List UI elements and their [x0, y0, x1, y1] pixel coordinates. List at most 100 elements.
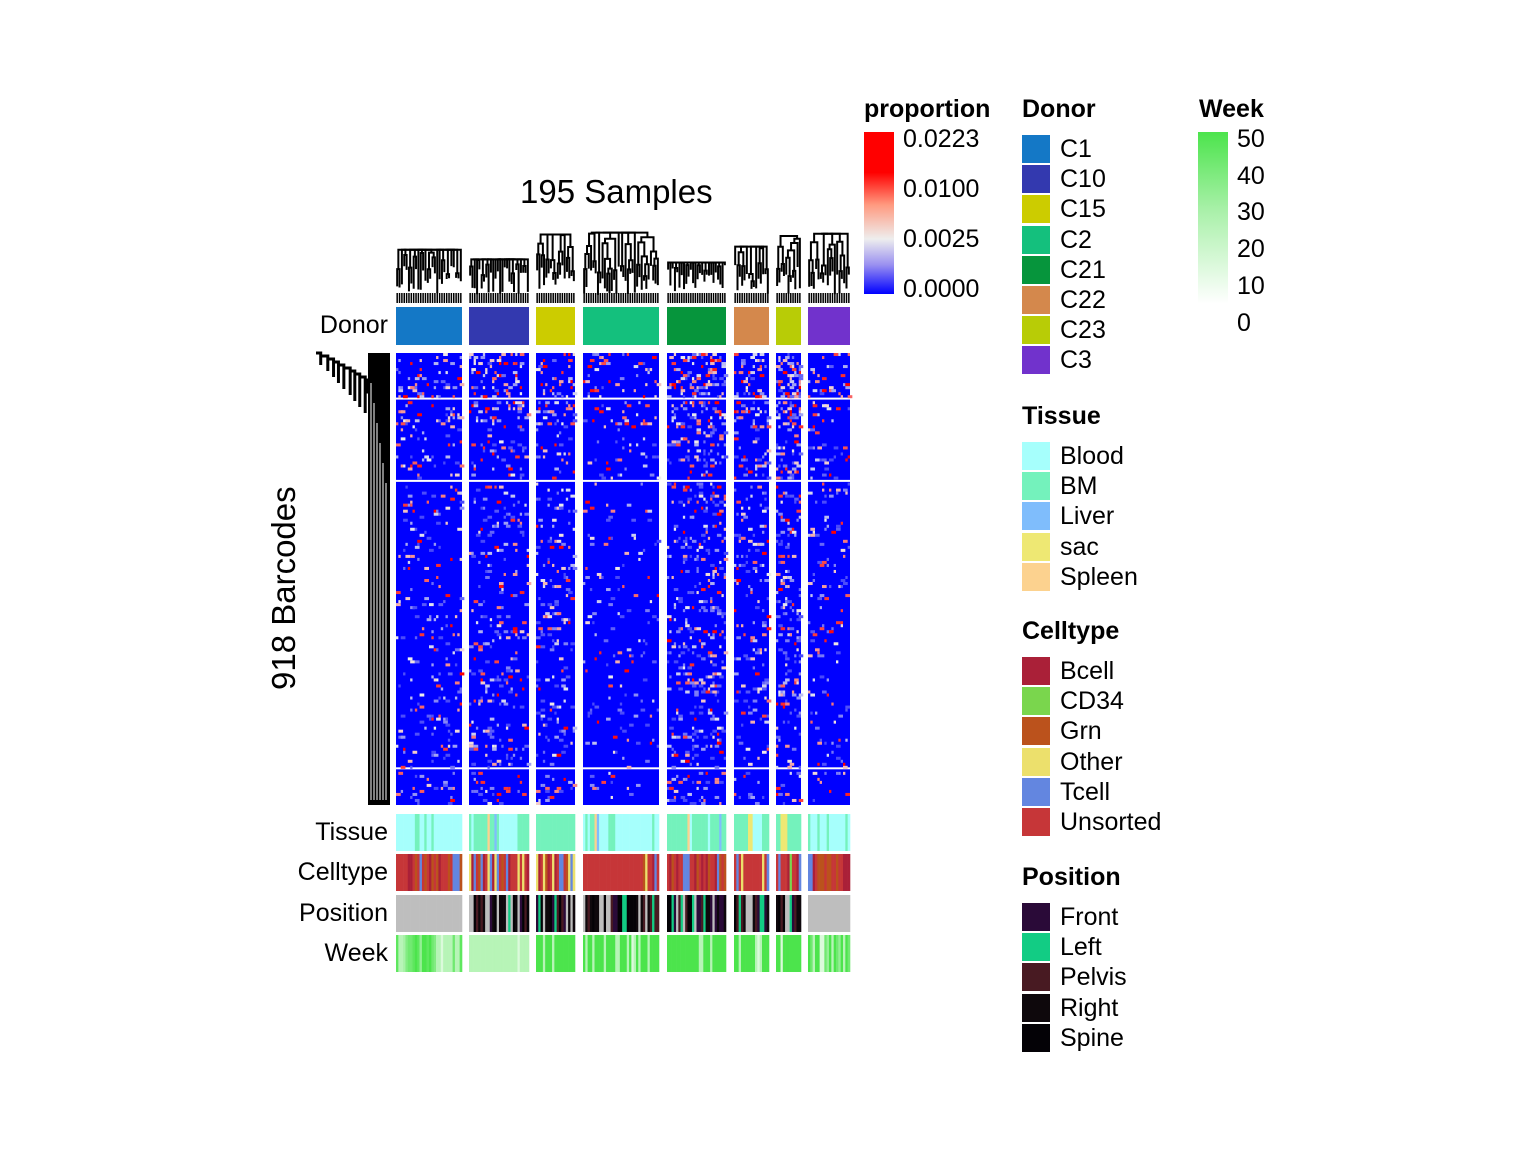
- heatmap-cell: [791, 554, 797, 558]
- heatmap-cell: [565, 594, 569, 598]
- heatmap-cell: [540, 783, 543, 787]
- celltype-cell: [398, 854, 402, 891]
- week-cell: [750, 935, 753, 972]
- heatmap-cell: [689, 762, 692, 766]
- heatmap-cell: [505, 753, 509, 757]
- heatmap-cell: [438, 512, 441, 516]
- week-cell: [519, 935, 523, 972]
- heatmap-cell: [836, 756, 841, 760]
- celltype-cell: [612, 854, 616, 891]
- tissue-cell: [719, 814, 722, 851]
- heatmap-cell: [829, 386, 834, 390]
- heatmap-cell: [426, 383, 429, 387]
- tissue-cell: [791, 814, 795, 851]
- heatmap-cell: [808, 533, 811, 537]
- position-cell: [785, 895, 788, 932]
- heatmap-cell: [510, 353, 513, 357]
- heatmap-cell: [492, 422, 495, 426]
- heatmap-cell: [503, 362, 509, 366]
- heatmap-cell: [459, 365, 462, 369]
- tissue-cell: [503, 814, 507, 851]
- heatmap-cell: [547, 738, 550, 742]
- heatmap-cell: [707, 401, 711, 405]
- heatmap-cell: [712, 353, 717, 357]
- heatmap-cell: [503, 630, 509, 634]
- donor-cell-C23: [776, 307, 801, 345]
- tissue-cell: [701, 814, 704, 851]
- heatmap-cell: [738, 690, 741, 694]
- heatmap-cell: [822, 482, 825, 486]
- heatmap-cell: [629, 449, 632, 453]
- week-cell: [682, 935, 686, 972]
- heatmap-cell: [721, 660, 724, 664]
- position-cell: [741, 895, 744, 932]
- heatmap-cell: [719, 738, 722, 742]
- celltype-cell: [785, 854, 788, 891]
- heatmap-cell: [826, 693, 829, 697]
- heatmap-cell: [485, 407, 490, 411]
- heatmap-cell: [691, 732, 697, 736]
- dendrogram-branch: [604, 237, 617, 271]
- heatmap-cell: [431, 717, 434, 721]
- heatmap-cell: [766, 476, 772, 480]
- heatmap-cell: [552, 639, 555, 643]
- week-cell: [480, 935, 484, 972]
- heatmap-cell: [682, 359, 688, 363]
- heatmap-cell: [682, 732, 688, 736]
- tissue-cell: [501, 814, 504, 851]
- heatmap-cell: [710, 494, 715, 498]
- heatmap-cell: [673, 603, 677, 607]
- celltype-cell: [678, 854, 681, 891]
- week-cell: [752, 935, 756, 972]
- heatmap-cell: [471, 443, 476, 447]
- heatmap-cell: [714, 503, 720, 507]
- heatmap-cell: [780, 500, 783, 504]
- week-cell: [741, 935, 744, 972]
- heatmap-cell: [554, 422, 557, 426]
- tissue-cell: [778, 814, 781, 851]
- heatmap-cell: [712, 425, 715, 429]
- tissue-cell: [829, 814, 832, 851]
- heatmap-cell: [635, 443, 639, 447]
- heatmap-cell: [785, 678, 790, 682]
- heatmap-cell: [549, 389, 553, 393]
- heatmap-cell: [459, 672, 465, 676]
- heatmap-cell: [762, 455, 765, 459]
- heatmap-cell: [489, 359, 495, 363]
- heatmap-cell: [489, 618, 493, 622]
- heatmap-cell: [721, 729, 726, 733]
- heatmap-cell: [505, 615, 511, 619]
- donor-legend-title: Donor: [1022, 95, 1096, 123]
- heatmap-cell: [473, 777, 476, 781]
- position-cell: [503, 895, 507, 932]
- heatmap-cell: [403, 464, 406, 468]
- heatmap-cell: [696, 591, 699, 595]
- tissue-cell: [736, 814, 739, 851]
- heatmap-cell: [480, 380, 483, 384]
- heatmap-cell: [445, 723, 451, 727]
- celltype-cell: [429, 854, 432, 891]
- donor-cell-C3: [808, 307, 850, 345]
- column-dendrogram: [396, 231, 850, 303]
- heatmap-cell: [678, 600, 683, 604]
- heatmap-cell: [572, 554, 578, 558]
- heatmap-cell: [734, 437, 739, 441]
- heatmap-cell: [596, 440, 600, 444]
- heatmap-cell: [542, 416, 548, 420]
- heatmap-cell: [478, 362, 483, 366]
- tissue-cell: [587, 814, 591, 851]
- heatmap-cell: [810, 693, 815, 697]
- heatmap-cell: [443, 359, 448, 363]
- heatmap-cell: [433, 386, 437, 390]
- heatmap-cell: [798, 377, 804, 381]
- heatmap-cell: [599, 410, 604, 414]
- heatmap-cell: [396, 443, 401, 447]
- heatmap-cell: [669, 356, 674, 360]
- heatmap-cell: [558, 470, 562, 474]
- tissue-legend-label: sac: [1060, 532, 1099, 561]
- heatmap-cell: [734, 699, 739, 703]
- tissue-cell: [426, 814, 430, 851]
- heatmap-cell: [631, 660, 634, 664]
- heatmap-cell: [691, 401, 695, 405]
- heatmap-cell: [471, 735, 476, 739]
